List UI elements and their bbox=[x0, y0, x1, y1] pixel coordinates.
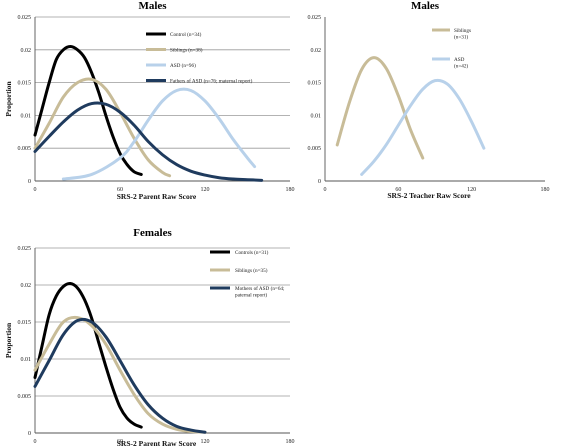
y-tick-label: 0.02 bbox=[311, 48, 322, 54]
x-tick-label: 180 bbox=[286, 187, 295, 193]
chart-title: Males bbox=[138, 0, 167, 12]
legend-label: ASD (n=42) bbox=[454, 57, 468, 70]
x-tick-label: 0 bbox=[34, 187, 37, 193]
x-tick-label: 120 bbox=[201, 187, 210, 193]
x-tick-label: 120 bbox=[201, 439, 210, 445]
y-axis-label: Proportion bbox=[4, 322, 13, 358]
legend-label: Fathers of ASD (n=76; maternal report) bbox=[170, 78, 253, 85]
series-line-2 bbox=[33, 77, 172, 178]
x-tick-label: 60 bbox=[117, 187, 123, 193]
x-tick-label: 0 bbox=[34, 439, 37, 445]
y-tick-label: 0.005 bbox=[308, 146, 322, 152]
y-tick-label: 0 bbox=[28, 179, 31, 185]
chart-title: Females bbox=[133, 227, 172, 239]
chart-panel-2: Males 0 0.005 0.01 0.015 0.02 0.025 0 60 120 180 SR… bbox=[308, 0, 550, 200]
legend-label: Control (n=34) bbox=[170, 31, 202, 38]
x-tick-label: 60 bbox=[395, 187, 401, 193]
x-axis-label: SRS-2 Parent Raw Score bbox=[117, 439, 197, 448]
y-tick-label: 0.01 bbox=[21, 113, 32, 119]
chart-panel-1: Males 0 0.005 0.01 0.015 0.02 0.025 0 60 120 180 SR… bbox=[4, 0, 295, 201]
legend-label: Siblings (n=35) bbox=[235, 267, 268, 274]
y-tick-label: 0.015 bbox=[18, 320, 32, 326]
y-tick-label: 0.01 bbox=[21, 357, 32, 363]
x-tick-label: 0 bbox=[324, 187, 327, 193]
x-tick-label: 60 bbox=[117, 439, 123, 445]
y-tick-label: 0 bbox=[28, 431, 31, 437]
series-line-3 bbox=[33, 317, 207, 434]
y-tick-label: 0.02 bbox=[21, 283, 32, 289]
x-tick-label: 180 bbox=[541, 187, 550, 193]
series-line-2 bbox=[360, 78, 486, 176]
y-axis-label: Proportion bbox=[4, 81, 13, 117]
series-line-1 bbox=[335, 56, 425, 160]
legend-label: Mothers of ASD (n=64; paternal report) bbox=[235, 285, 285, 299]
x-tick-label: 120 bbox=[467, 187, 476, 193]
x-axis-label: SRS-2 Teacher Raw Score bbox=[387, 191, 471, 200]
y-tick-label: 0.005 bbox=[18, 146, 32, 152]
y-tick-label: 0.005 bbox=[18, 394, 32, 400]
series-line-4 bbox=[33, 101, 264, 182]
y-tick-label: 0.025 bbox=[18, 246, 32, 252]
y-tick-label: 0.01 bbox=[311, 113, 322, 119]
legend-label: Siblings (n=31) bbox=[454, 28, 471, 41]
x-tick-label: 180 bbox=[286, 439, 295, 445]
legend-label: ASD (n=96) bbox=[170, 62, 196, 69]
y-tick-label: 0.025 bbox=[18, 15, 32, 21]
x-axis-label: SRS-2 Parent Raw Score bbox=[117, 192, 197, 201]
series-line-3 bbox=[61, 87, 257, 181]
series-line-2 bbox=[33, 315, 207, 434]
y-tick-label: 0 bbox=[318, 179, 321, 185]
chart-panel-3: Females 0 0.005 0.01 0.015 0.02 0.025 0 60 120 180… bbox=[4, 227, 295, 448]
y-tick-label: 0.025 bbox=[308, 15, 322, 21]
y-tick-label: 0.015 bbox=[308, 81, 322, 87]
series-line-1 bbox=[33, 281, 143, 429]
legend-label: Siblings (n=38) bbox=[170, 47, 203, 54]
chart-title: Males bbox=[411, 0, 440, 12]
y-tick-label: 0.015 bbox=[18, 81, 32, 87]
y-tick-label: 0.02 bbox=[21, 48, 32, 54]
series-line-1 bbox=[33, 45, 143, 176]
legend-label: Controls (n=31) bbox=[235, 249, 269, 256]
